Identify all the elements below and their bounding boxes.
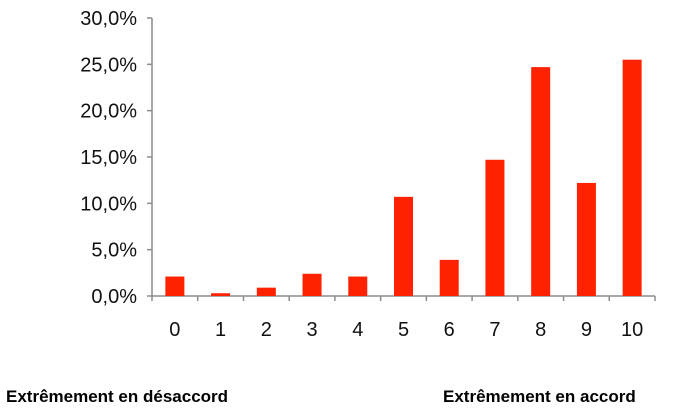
bar-6 — [439, 259, 459, 296]
bar-2 — [256, 287, 276, 296]
bar-9 — [576, 182, 596, 296]
x-tick-label: 1 — [215, 319, 226, 341]
x-axis: 0 1 2 3 4 5 6 7 8 9 10 — [151, 295, 656, 341]
x-tick-label: 0 — [169, 319, 180, 341]
x-tick-label: 7 — [489, 319, 500, 341]
x-tick-label: 6 — [444, 319, 455, 341]
bar-chart: 0,0% 5,0% 10,0% 15,0% 20,0% 25,0% 30,0% 0 1 2 3 4 5… — [80, 8, 656, 341]
y-tick-label: 20,0% — [80, 101, 137, 123]
bar-8 — [531, 67, 551, 296]
bar-series — [165, 59, 642, 297]
x-tick-label: 5 — [398, 319, 409, 341]
x-tick-label: 4 — [352, 319, 363, 341]
y-tick-label: 0,0% — [91, 286, 137, 308]
bar-1 — [211, 293, 231, 296]
bar-10 — [622, 59, 642, 297]
bar-4 — [348, 276, 368, 296]
y-tick-label: 30,0% — [80, 8, 137, 30]
x-tick-label: 10 — [621, 319, 643, 341]
bar-3 — [302, 273, 322, 296]
y-tick-label: 5,0% — [91, 240, 137, 262]
scale-label-disagree: Extrêmement en désaccord — [6, 387, 229, 406]
bar-5 — [394, 196, 413, 296]
scale-label-agree: Extrêmement en accord — [443, 387, 636, 406]
bar-7 — [485, 159, 505, 296]
x-tick-label: 8 — [535, 319, 546, 341]
x-tick-label: 2 — [261, 319, 272, 341]
y-tick-label: 25,0% — [80, 54, 137, 76]
y-tick-label: 10,0% — [80, 193, 137, 215]
x-tick-label: 3 — [306, 319, 317, 341]
x-tick-label: 9 — [581, 319, 592, 341]
y-axis: 0,0% 5,0% 10,0% 15,0% 20,0% 25,0% 30,0% — [80, 8, 153, 308]
bar-0 — [165, 276, 185, 296]
y-tick-label: 15,0% — [80, 147, 137, 169]
